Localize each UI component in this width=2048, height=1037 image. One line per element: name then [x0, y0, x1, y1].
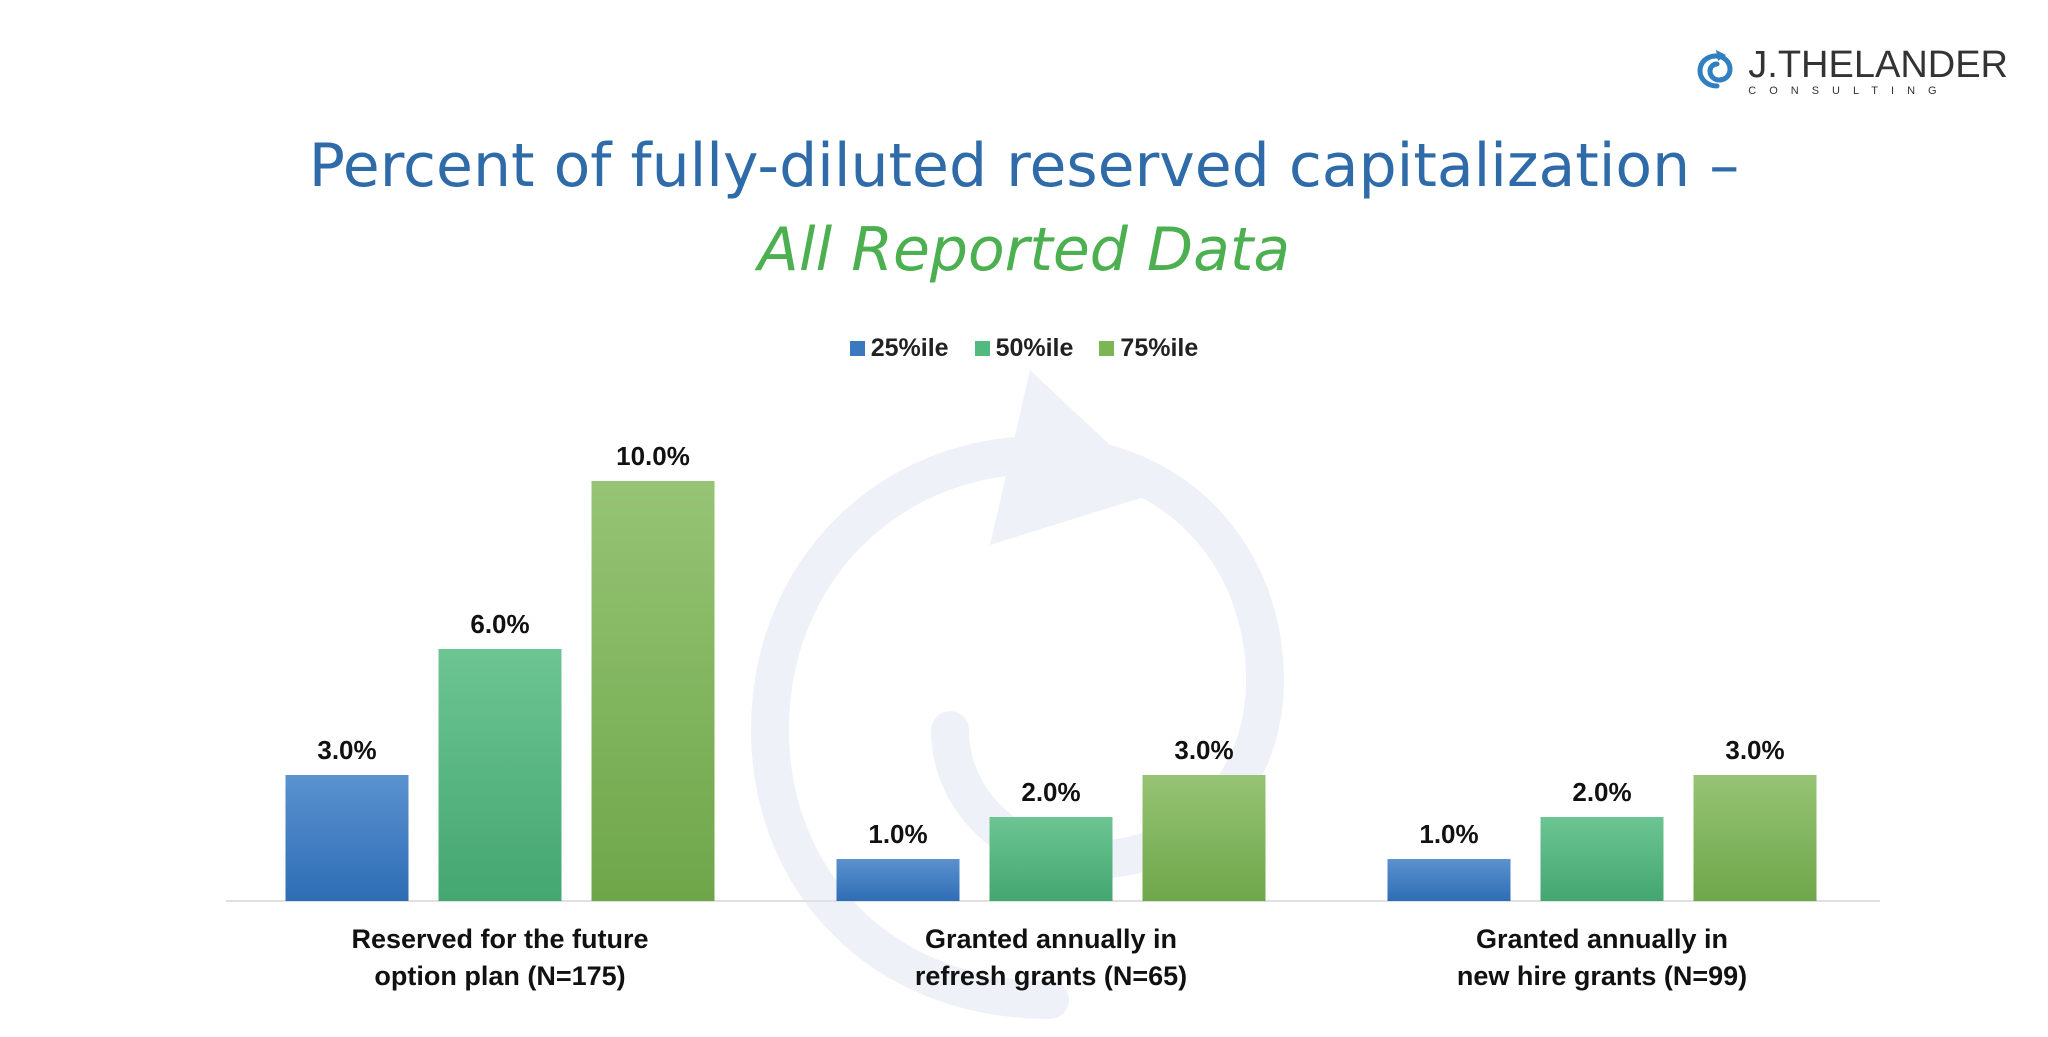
bar-25pctile-cat3 — [1387, 859, 1511, 901]
chart-title: Percent of fully-diluted reserved capita… — [308, 131, 1740, 201]
data-label-75pctile-cat3: 3.0% — [1725, 735, 1784, 765]
company-logo: J.THELANDER CONSULTING — [1694, 40, 2008, 102]
data-label-50pctile-cat2: 2.0% — [1021, 777, 1080, 807]
watermark-spiral-icon — [750, 370, 1285, 1019]
legend-swatch-50 — [974, 341, 990, 356]
legend-swatch-25 — [849, 341, 865, 356]
bar-50pctile-cat3 — [1540, 817, 1664, 901]
chart-subtitle: All Reported Data — [757, 215, 1291, 285]
data-label-25pctile-cat3: 1.0% — [1419, 819, 1478, 849]
data-label-25pctile-cat1: 3.0% — [317, 735, 376, 765]
value-labels-group: 3.0% 1.0% 1.0% 6.0% 2.0% 2.0% 10.0% 3.0% 3.0% — [317, 441, 1784, 849]
category-label-1-line-2: option plan (N=175) — [374, 961, 626, 991]
bars-group — [285, 481, 1817, 901]
bar-75pctile-cat1 — [591, 481, 715, 901]
legend-label-25: 25%ile — [870, 334, 949, 362]
category-label-2-line-1: Granted annually in — [924, 924, 1178, 954]
data-label-50pctile-cat3: 2.0% — [1572, 777, 1631, 807]
category-label-3-line-1: Granted annually in — [1475, 924, 1729, 954]
spiral-icon — [1697, 50, 1733, 89]
data-label-75pctile-cat1: 10.0% — [616, 441, 690, 471]
legend-item-25: 25%ile — [849, 334, 949, 363]
bar-50pctile-cat2 — [989, 817, 1113, 901]
category-label-2: Granted annually in refresh grants (N=65) — [821, 921, 1281, 995]
legend-item-50: 50%ile — [974, 334, 1074, 363]
bar-25pctile-cat2 — [836, 859, 960, 901]
legend-label-75: 75%ile — [1120, 334, 1199, 362]
category-label-1: Reserved for the future option plan (N=17… — [270, 921, 730, 995]
legend-swatch-75 — [1099, 341, 1115, 356]
bar-75pctile-cat2 — [1142, 775, 1266, 901]
logo-main-text: J.THELANDER — [1748, 43, 2008, 86]
category-label-3-line-2: new hire grants (N=99) — [1456, 961, 1748, 991]
legend-item-75: 75%ile — [1099, 334, 1198, 363]
category-label-2-line-2: refresh grants (N=65) — [914, 961, 1188, 991]
bar-75pctile-cat3 — [1693, 775, 1817, 901]
data-label-25pctile-cat2: 1.0% — [868, 819, 927, 849]
legend-label-50: 50%ile — [995, 334, 1074, 362]
logo-sub-text: CONSULTING — [1748, 84, 1950, 97]
chart-legend: 25%ile 50%ile 75%ile — [0, 334, 2048, 363]
data-label-75pctile-cat2: 3.0% — [1174, 735, 1233, 765]
data-label-50pctile-cat1: 6.0% — [470, 609, 529, 639]
bar-50pctile-cat1 — [438, 649, 562, 901]
category-label-1-line-1: Reserved for the future — [351, 924, 649, 954]
bar-25pctile-cat1 — [285, 775, 409, 901]
category-label-3: Granted annually in new hire grants (N=99… — [1372, 921, 1832, 995]
